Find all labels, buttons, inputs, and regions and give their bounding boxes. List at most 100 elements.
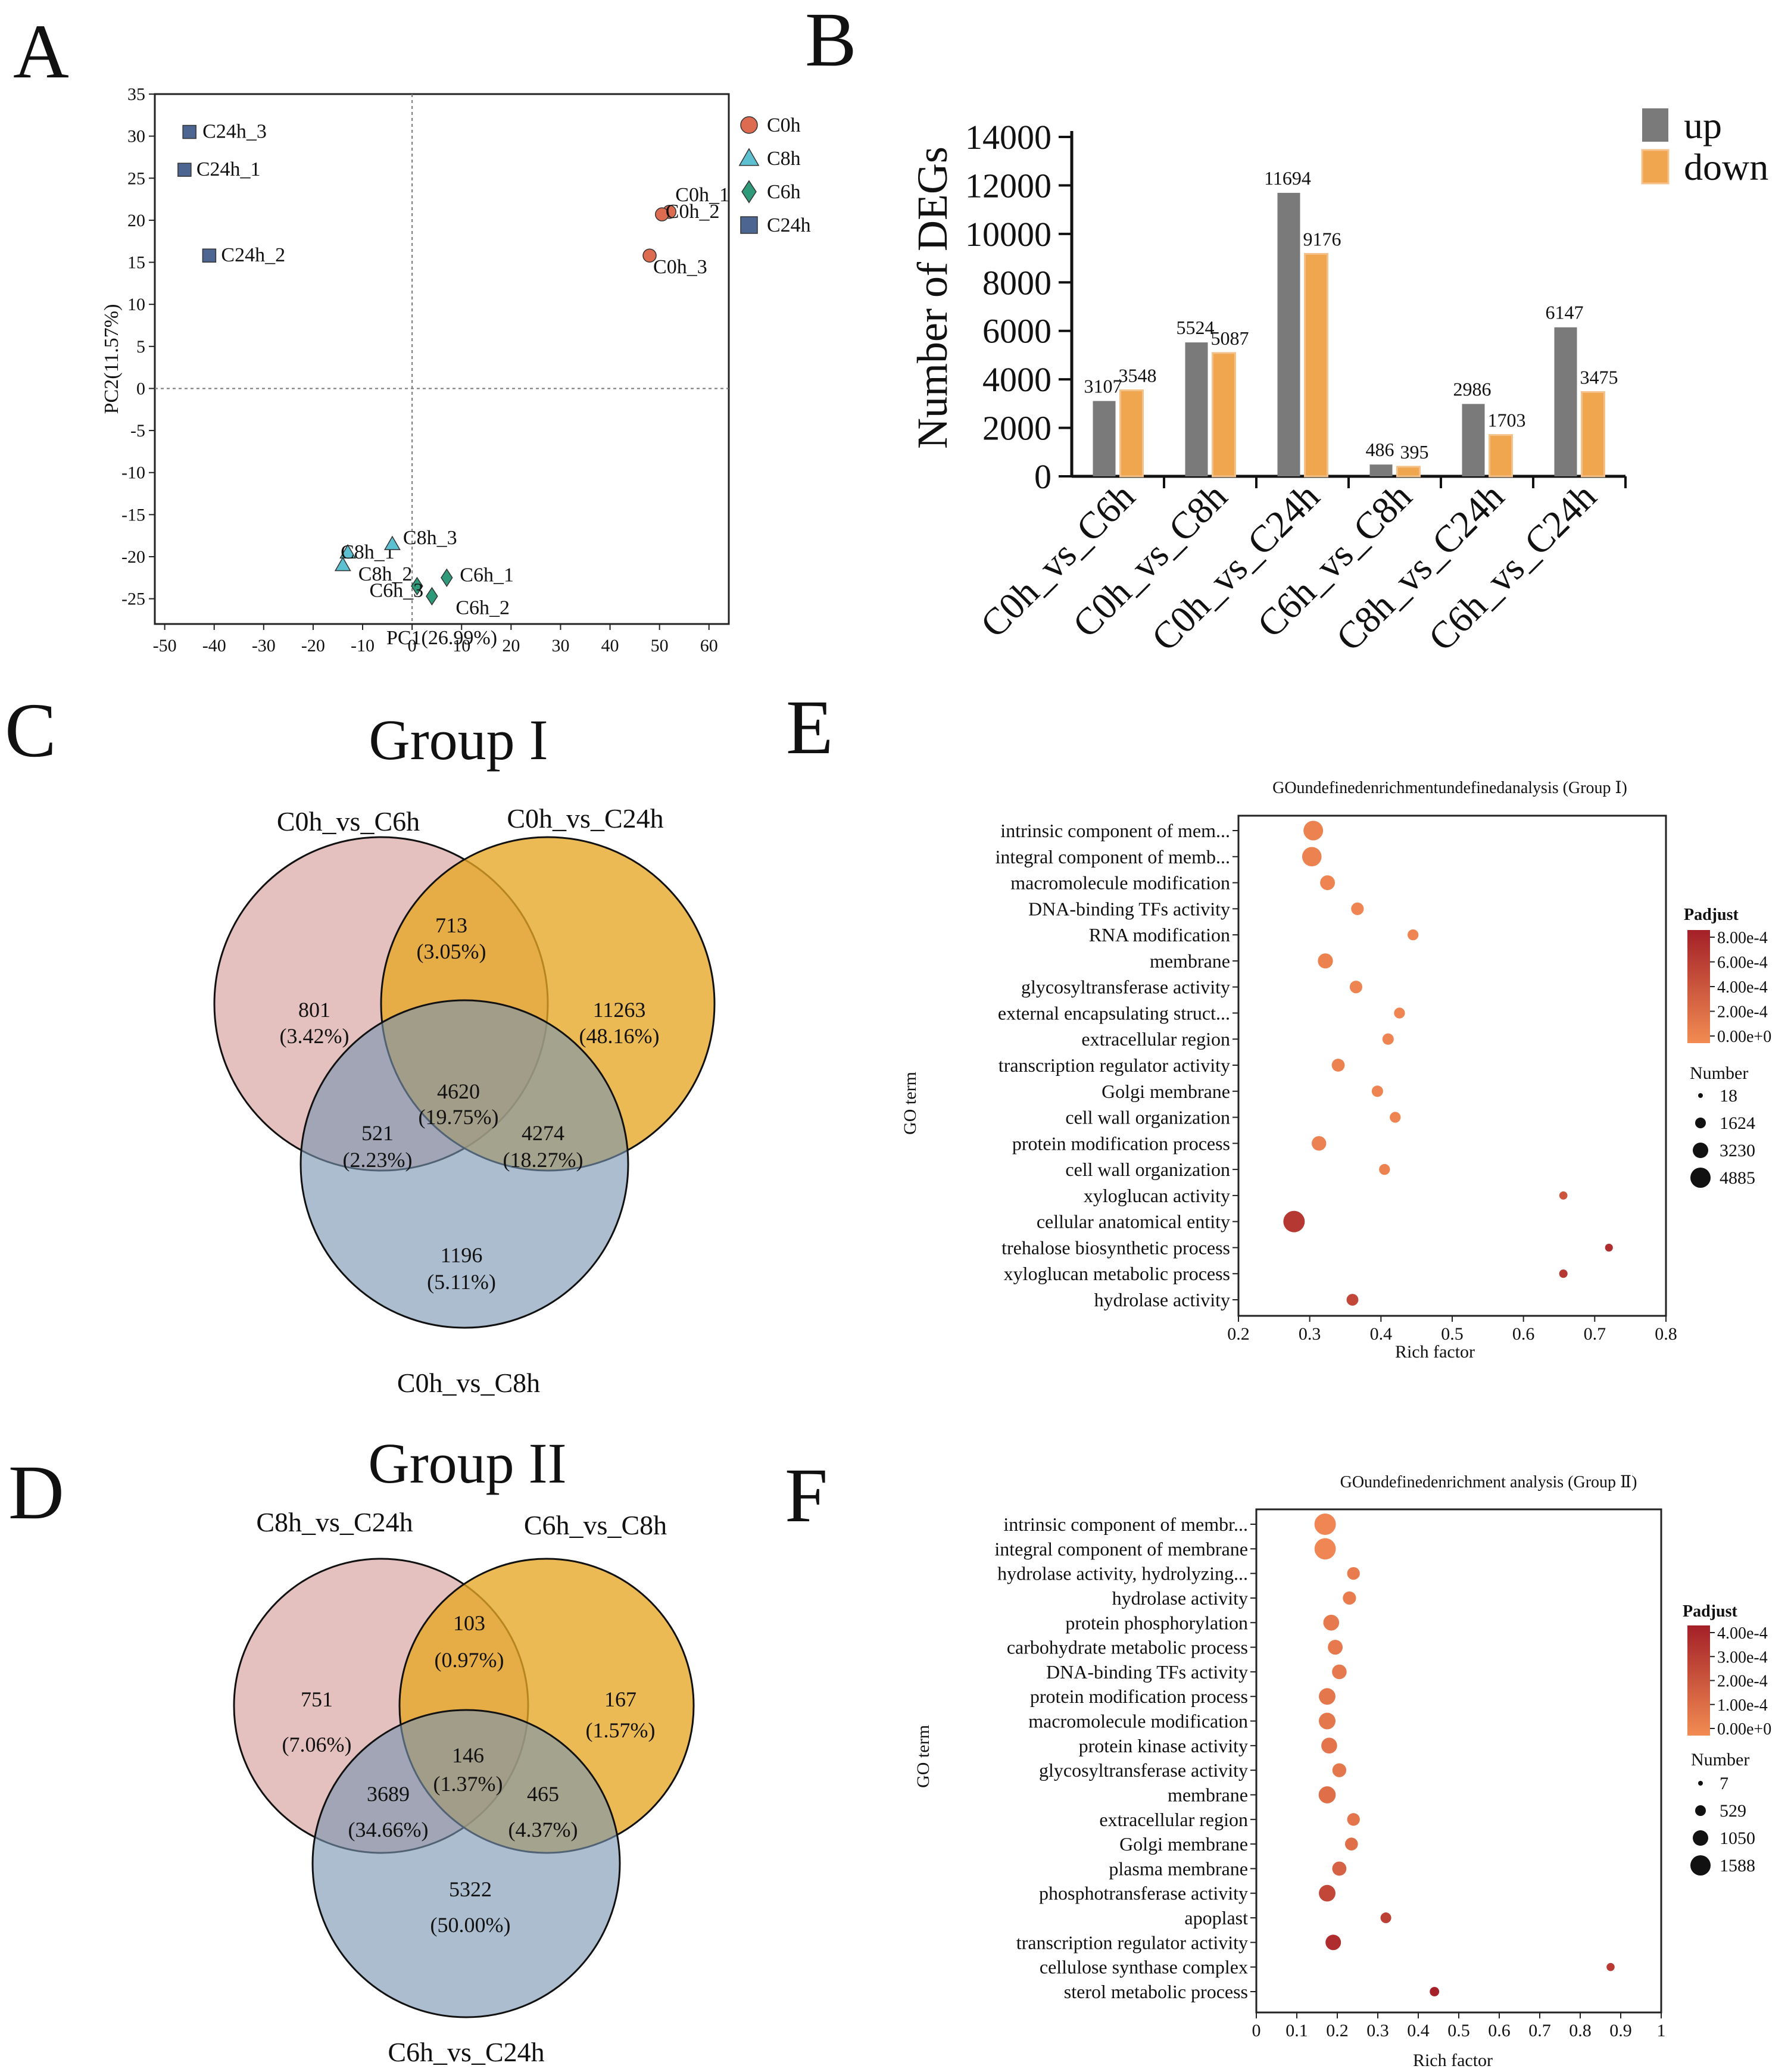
go-f-term-dot: [1319, 1688, 1336, 1705]
go-f-term-dot: [1328, 1640, 1343, 1655]
go-e-term-dot: [1379, 1163, 1390, 1175]
go-f-padj-tick-label: 0.00e+0: [1717, 1720, 1771, 1739]
go-e-plot-frame: [1237, 815, 1667, 1317]
venn-region-percent: (48.16%): [579, 1024, 660, 1048]
go-f-term-dot: [1332, 1763, 1347, 1777]
deg-y-tick-label: 10000: [965, 215, 1051, 254]
pca-point-label: C8h_2: [358, 563, 413, 585]
pca-x-tick-label: -40: [202, 636, 226, 656]
go-f-term-label: sterol metabolic process: [1064, 1981, 1248, 2002]
pca-point-c24h: [182, 124, 196, 139]
go-f-term-dot: [1332, 1664, 1347, 1680]
go-e-padj-tick-label: 8.00e-4: [1717, 929, 1768, 947]
pca-y-tick-label: 10: [127, 295, 145, 314]
deg-bar-value-label: 395: [1400, 441, 1429, 463]
pca-legend-label: C24h: [767, 214, 811, 236]
go-f-term-label: apoplast: [1184, 1907, 1248, 1929]
go-e-term-label: cellular anatomical entity: [1037, 1211, 1230, 1232]
go-e-term-label: external encapsulating struct...: [998, 1002, 1230, 1023]
pca-point-label: C8h_3: [403, 527, 457, 549]
venn-region-percent: (4.37%): [508, 1818, 578, 1842]
go-f-term-label: Golgi membrane: [1119, 1833, 1248, 1855]
pca-point-c6h: [426, 586, 438, 606]
go-f-x-tick-label: 0.9: [1609, 2021, 1632, 2040]
pca-y-tick-label: 20: [127, 211, 145, 230]
go-e-size-legend-dot: [1698, 1093, 1703, 1098]
go-f-term-label: DNA-binding TFs activity: [1046, 1661, 1248, 1683]
venn-group-one: Group I C0h_vs_C6h C0h_vs_C24h C0h_vs_C8…: [213, 708, 716, 1398]
pca-x-tick-label: 50: [651, 636, 669, 656]
pca-scatter-chart: PC1(26.99%) PC2(11.57%) -50 -40 -30 -20 -10 0…: [101, 85, 811, 656]
pca-x-tick-label: 40: [601, 636, 619, 656]
go-f-term-label: protein modification process: [1030, 1686, 1248, 1707]
venn-region-count: 11263: [593, 998, 646, 1022]
pca-y-tick-label: 25: [127, 168, 145, 188]
go-e-term-dot: [1318, 953, 1333, 969]
go-f-term-label: extracellular region: [1099, 1809, 1248, 1830]
pca-point-label: C0h_2: [666, 201, 720, 223]
go-enrichment-group-one: GOundefinedenrichmentundefinedanalysis (…: [900, 779, 1771, 1362]
go-e-term-label: Golgi membrane: [1102, 1081, 1230, 1102]
deg-bar-down: [1581, 391, 1605, 478]
pca-y-tick-label: -10: [121, 463, 145, 483]
go-e-x-tick-label: 0.8: [1655, 1324, 1677, 1344]
go-e-padj-colorbar: [1687, 930, 1710, 1043]
go-f-x-tick-label: 0.7: [1528, 2021, 1551, 2040]
go-enrichment-group-two: GOundefinedenrichment analysis (Group Ⅱ)…: [913, 1473, 1771, 2070]
go-e-term-dot: [1331, 1059, 1345, 1072]
go-f-term-label: protein phosphorylation: [1065, 1612, 1248, 1633]
go-e-term-label: xyloglucan metabolic process: [1004, 1263, 1230, 1284]
go-f-term-label: macromolecule modification: [1028, 1711, 1248, 1732]
venn-d-set-label-3: C6h_vs_C24h: [388, 2037, 544, 2067]
go-e-term-dot: [1346, 1294, 1359, 1306]
go-f-size-legend-title: Number: [1691, 1750, 1749, 1770]
go-e-term-dot: [1351, 902, 1364, 915]
venn-region-percent: (3.42%): [280, 1024, 350, 1048]
pca-x-tick-label: -10: [351, 636, 375, 656]
venn-region-count: 521: [361, 1121, 394, 1145]
go-e-term-dot: [1312, 1136, 1327, 1151]
go-f-size-legend-dot: [1695, 1805, 1706, 1816]
go-e-term-label: cell wall organization: [1065, 1159, 1230, 1180]
panel-letter-a: A: [13, 9, 69, 95]
go-e-size-legend-dot: [1690, 1168, 1711, 1188]
venn-region-percent: (7.06%): [282, 1733, 352, 1756]
pca-legend-marker-c8h: [738, 148, 760, 166]
go-f-padj-legend-title: Padjust: [1683, 1602, 1737, 1621]
go-f-term-dot: [1606, 1962, 1615, 1971]
deg-y-tick-label: 6000: [982, 312, 1051, 351]
deg-y-tick-label: 8000: [982, 263, 1051, 302]
pca-point-c8h: [339, 544, 357, 559]
pca-x-tick-label: 10: [453, 636, 470, 656]
go-e-term-label: macromolecule modification: [1010, 872, 1230, 894]
go-f-term-dot: [1314, 1538, 1336, 1560]
go-f-term-dot: [1323, 1614, 1340, 1631]
go-f-size-legend-dot: [1693, 1830, 1708, 1846]
go-e-padj-tick-label: 0.00e+0: [1717, 1028, 1771, 1046]
deg-bar-value-label: 3107: [1084, 376, 1122, 397]
venn-region-percent: (5.11%): [427, 1270, 496, 1294]
deg-bar-value-label: 1703: [1488, 410, 1526, 431]
go-f-size-legend-dot: [1698, 1781, 1703, 1786]
go-e-size-legend-dot: [1695, 1118, 1706, 1128]
venn-region-count: 713: [435, 913, 467, 937]
pca-point-c8h: [334, 556, 351, 572]
pca-point-c6h: [441, 568, 453, 587]
pca-point-c0h: [655, 207, 669, 221]
go-e-term-label: DNA-binding TFs activity: [1028, 898, 1230, 919]
deg-y-tick-label: 2000: [982, 409, 1051, 448]
pca-legend-label: C0h: [767, 114, 801, 136]
pca-y-tick-label: 30: [127, 127, 145, 146]
deg-bar-up: [1462, 404, 1485, 476]
venn-d-set-label-1: C8h_vs_C24h: [256, 1507, 413, 1537]
go-e-term-dot: [1371, 1085, 1383, 1097]
venn-d-title: Group II: [368, 1431, 566, 1495]
deg-bar-value-label: 6147: [1546, 302, 1584, 323]
go-e-term-label: integral component of memb...: [995, 846, 1230, 868]
deg-bar-value-label: 5524: [1177, 317, 1215, 338]
deg-y-tick-label: 12000: [965, 166, 1051, 205]
go-e-x-tick-label: 0.7: [1584, 1324, 1606, 1344]
venn-region-percent: (19.75%): [419, 1105, 499, 1129]
go-e-term-dot: [1320, 875, 1336, 890]
deg-bar-up: [1093, 401, 1116, 476]
